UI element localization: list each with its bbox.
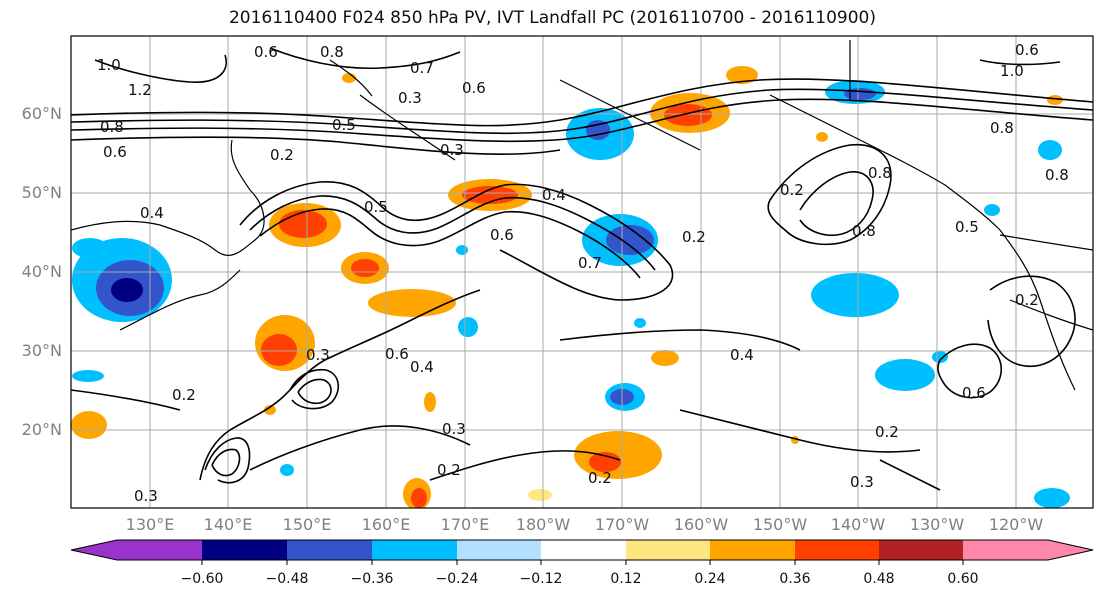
contour-label: 0.8 [100, 118, 124, 136]
contour-label: 0.8 [990, 119, 1014, 137]
colorbar-extend-max [1048, 540, 1093, 560]
pv-contours [71, 47, 1093, 491]
colorbar-segment [372, 540, 457, 560]
lon-label: 150°W [753, 515, 808, 534]
colorbar-segment [457, 540, 541, 560]
contour-label: 0.2 [875, 423, 899, 441]
lon-label: 160°E [362, 515, 411, 534]
contour-label: 0.6 [962, 384, 986, 402]
contour-label: 0.2 [588, 469, 612, 487]
colorbar-tick-label: −0.60 [181, 571, 224, 587]
contour-labels: 1.0 1.2 0.8 0.6 0.6 0.8 0.7 0.6 0.5 0.2 … [97, 41, 1069, 505]
lat-label: 40°N [22, 262, 62, 281]
lon-label: 140°E [204, 515, 253, 534]
negative-anomalies [72, 80, 1070, 508]
colorbar-tick-label: −0.48 [266, 571, 309, 587]
contour-label: 0.4 [410, 358, 434, 376]
contour-label: 0.6 [490, 226, 514, 244]
colorbar-tick-label: 0.24 [694, 571, 725, 587]
contour-label: 0.5 [332, 116, 356, 134]
contour-label: 0.8 [852, 222, 876, 240]
contour-label: 1.2 [128, 81, 152, 99]
contour-label: 0.7 [578, 254, 602, 272]
colorbar-segment [117, 540, 202, 560]
lon-label: 140°W [831, 515, 886, 534]
colorbar-segment [879, 540, 963, 560]
contour-label: 0.3 [850, 473, 874, 491]
contour-label: 0.3 [306, 346, 330, 364]
lat-label: 30°N [22, 341, 62, 360]
map-frame [70, 35, 1094, 509]
contour-label: 0.3 [134, 487, 158, 505]
colorbar: −0.60 −0.48 −0.36 −0.24 −0.12 0.12 0.24 … [70, 539, 1094, 587]
colorbar-segment [626, 540, 710, 560]
contour-label: 0.8 [320, 43, 344, 61]
shading-layer [71, 66, 1070, 508]
colorbar-segment [287, 540, 372, 560]
contour-label: 0.2 [270, 146, 294, 164]
contour-label: 0.6 [462, 79, 486, 97]
lon-label: 150°E [283, 515, 332, 534]
colorbar-tick-label: −0.24 [436, 571, 479, 587]
contour-label: 0.2 [780, 181, 804, 199]
colorbar-tick-label: 0.48 [863, 571, 894, 587]
colorbar-tick-label: 0.60 [947, 571, 978, 587]
lat-axis: 60°N 50°N 40°N 30°N 20°N [22, 104, 62, 439]
contour-label: 0.2 [682, 228, 706, 246]
colorbar-segment [202, 540, 287, 560]
contour-label: 0.2 [172, 386, 196, 404]
contour-label: 0.6 [254, 43, 278, 61]
contour-label: 1.0 [1000, 62, 1024, 80]
contour-label: 0.5 [955, 218, 979, 236]
contour-label: 0.3 [442, 420, 466, 438]
colorbar-segment [541, 540, 626, 560]
colorbar-tick-label: 0.36 [779, 571, 810, 587]
contour-label: 0.6 [1015, 41, 1039, 59]
contour-label: 0.2 [1015, 291, 1039, 309]
contour-label: 0.4 [730, 346, 754, 364]
lon-label: 170°W [595, 515, 650, 534]
colorbar-tick-label: −0.12 [520, 571, 563, 587]
lat-label: 50°N [22, 183, 62, 202]
colorbar-extend-min [71, 540, 117, 560]
colorbar-outline [70, 539, 1094, 561]
lon-axis: 130°E 140°E 150°E 160°E 170°E 180°W 170°… [126, 515, 1044, 534]
coastlines [71, 40, 1093, 391]
lon-label: 180°W [516, 515, 571, 534]
lon-label: 130°E [126, 515, 175, 534]
contour-label: 0.6 [103, 143, 127, 161]
lon-label: 170°E [441, 515, 490, 534]
contour-label: 0.4 [140, 204, 164, 222]
lat-label: 60°N [22, 104, 62, 123]
contour-label: 0.6 [385, 345, 409, 363]
lon-label: 120°W [989, 515, 1044, 534]
positive-anomalies [71, 66, 1063, 508]
lon-label: 160°W [674, 515, 729, 534]
lat-label: 20°N [22, 420, 62, 439]
colorbar-segment [795, 540, 879, 560]
contour-label: 0.3 [398, 89, 422, 107]
contour-label: 1.0 [97, 56, 121, 74]
colorbar-tick-label: −0.36 [351, 571, 394, 587]
contour-label: 0.8 [868, 164, 892, 182]
gridlines [71, 36, 1093, 508]
contour-label: 0.5 [364, 198, 388, 216]
colorbar-segment [963, 540, 1048, 560]
contour-label: 0.3 [440, 141, 464, 159]
contour-label: 0.4 [542, 186, 566, 204]
lon-label: 130°W [910, 515, 965, 534]
colorbar-tick-label: 0.12 [610, 571, 641, 587]
contour-label: 0.2 [437, 461, 461, 479]
contour-label: 0.8 [1045, 166, 1069, 184]
contour-label: 0.7 [410, 59, 434, 77]
map-title: 2016110400 F024 850 hPa PV, IVT Landfall… [228, 8, 876, 28]
colorbar-segment [710, 540, 795, 560]
